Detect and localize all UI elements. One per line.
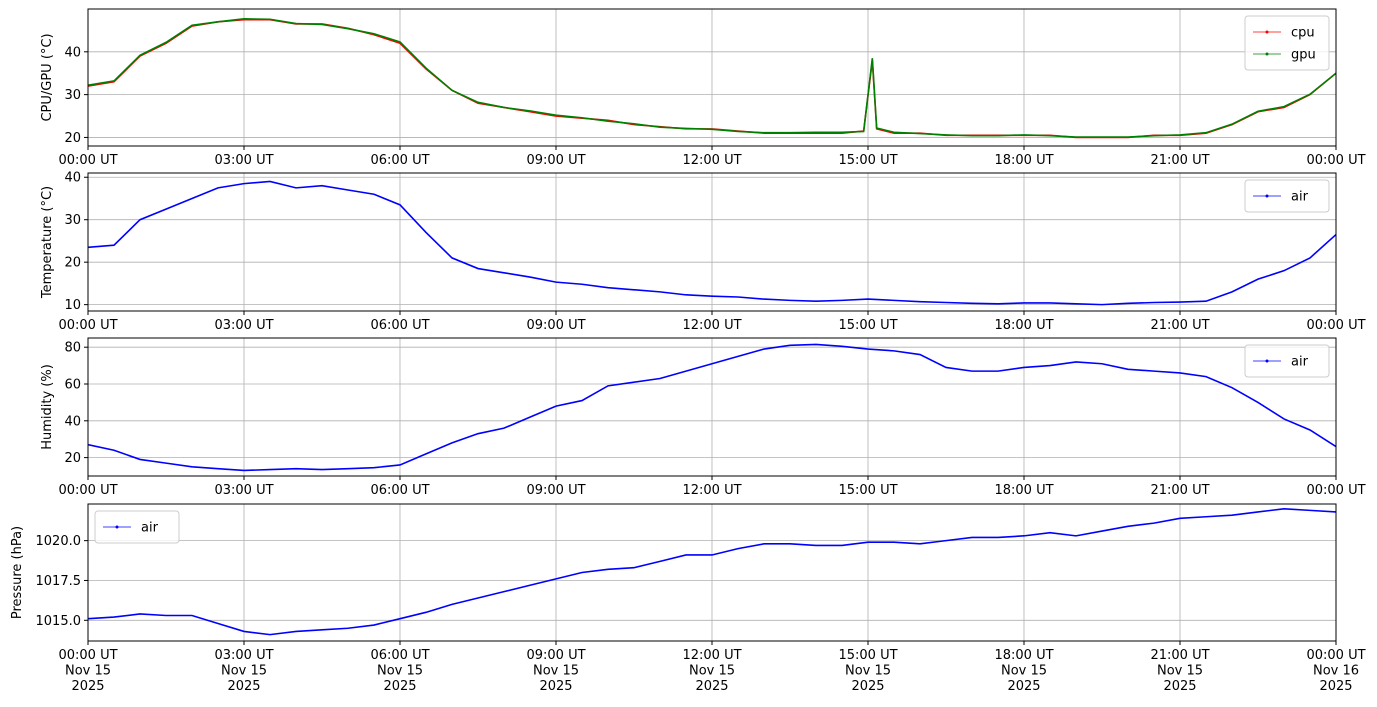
y-tick-label: 40: [64, 171, 81, 186]
x-tick-label: 03:00 UT: [214, 318, 273, 333]
legend-box: [94, 510, 180, 544]
data-line: [88, 180, 1336, 306]
x-tick-label: 00:00 UT: [58, 483, 117, 498]
data-line: [88, 343, 1336, 472]
y-tick-label: 80: [64, 341, 81, 356]
plot-frame: [87, 503, 1337, 642]
y-axis-label: Humidity (%): [40, 364, 55, 450]
x-tick-label: 15:00 UT Nov 15 2025: [838, 648, 897, 694]
x-tick-label: 15:00 UT: [838, 153, 897, 168]
legend-marker: [115, 525, 119, 529]
x-tick-label: 21:00 UT Nov 15 2025: [1150, 648, 1209, 694]
legend-label: air: [1291, 355, 1309, 370]
y-tick-label: 1017.5: [36, 574, 82, 589]
y-axis-label: Pressure (hPa): [10, 526, 25, 619]
legend-box: [1244, 344, 1330, 378]
x-tick-label: 12:00 UT Nov 15 2025: [682, 648, 741, 694]
x-tick-label: 03:00 UT: [214, 483, 273, 498]
x-tick-label: 09:00 UT Nov 15 2025: [526, 648, 585, 694]
x-tick-label: 00:00 UT Nov 15 2025: [58, 648, 117, 694]
x-tick-label: 00:00 UT: [58, 318, 117, 333]
y-tick-label: 10: [64, 298, 81, 313]
x-tick-label: 00:00 UT: [1306, 153, 1365, 168]
x-tick-label: 12:00 UT: [682, 318, 741, 333]
plot-frame: [87, 172, 1337, 312]
x-tick-label: 21:00 UT: [1150, 483, 1209, 498]
plot-frame: [87, 8, 1337, 147]
y-axis-label: Temperature (°C): [40, 186, 55, 299]
x-tick-label: 18:00 UT: [994, 483, 1053, 498]
x-tick-label: 03:00 UT: [214, 153, 273, 168]
plot-frame: [87, 337, 1337, 477]
x-tick-label: 21:00 UT: [1150, 153, 1209, 168]
x-tick-label: 15:00 UT: [838, 318, 897, 333]
x-tick-label: 18:00 UT Nov 15 2025: [994, 648, 1053, 694]
legend-label: cpu: [1291, 26, 1315, 41]
legend-label: gpu: [1291, 48, 1316, 63]
y-tick-label: 30: [64, 213, 81, 228]
x-tick-label: 09:00 UT: [526, 153, 585, 168]
x-tick-label: 00:00 UT: [58, 153, 117, 168]
y-tick-label: 1015.0: [36, 614, 82, 629]
y-axis-label: CPU/GPU (°C): [40, 33, 55, 121]
legend-marker: [1265, 30, 1269, 34]
x-tick-label: 03:00 UT Nov 15 2025: [214, 648, 273, 694]
legend-marker: [1265, 194, 1269, 198]
x-tick-label: 09:00 UT: [526, 318, 585, 333]
x-tick-label: 18:00 UT: [994, 318, 1053, 333]
legend-box: [1244, 179, 1330, 213]
data-line: [88, 18, 1336, 138]
x-tick-label: 12:00 UT: [682, 483, 741, 498]
y-tick-label: 20: [64, 451, 81, 466]
legend-label: air: [1291, 190, 1309, 205]
x-tick-label: 00:00 UT: [1306, 483, 1365, 498]
y-tick-label: 40: [64, 414, 81, 429]
y-tick-label: 30: [64, 88, 81, 103]
data-line: [88, 507, 1336, 636]
x-tick-label: 06:00 UT Nov 15 2025: [370, 648, 429, 694]
legend-marker: [1265, 52, 1269, 56]
y-tick-label: 60: [64, 378, 81, 393]
x-tick-label: 06:00 UT: [370, 483, 429, 498]
y-tick-label: 1020.0: [36, 534, 82, 549]
x-tick-label: 06:00 UT: [370, 153, 429, 168]
x-tick-label: 06:00 UT: [370, 318, 429, 333]
x-tick-label: 09:00 UT: [526, 483, 585, 498]
x-tick-label: 00:00 UT Nov 16 2025: [1306, 648, 1365, 694]
x-tick-label: 12:00 UT: [682, 153, 741, 168]
legend-box: [1244, 15, 1330, 71]
x-tick-label: 00:00 UT: [1306, 318, 1365, 333]
x-tick-label: 18:00 UT: [994, 153, 1053, 168]
x-tick-label: 21:00 UT: [1150, 318, 1209, 333]
y-tick-label: 20: [64, 256, 81, 271]
y-tick-label: 20: [64, 131, 81, 146]
legend-marker: [1265, 359, 1269, 363]
y-tick-label: 40: [64, 45, 81, 60]
x-tick-label: 15:00 UT: [838, 483, 897, 498]
legend-label: air: [141, 521, 159, 536]
